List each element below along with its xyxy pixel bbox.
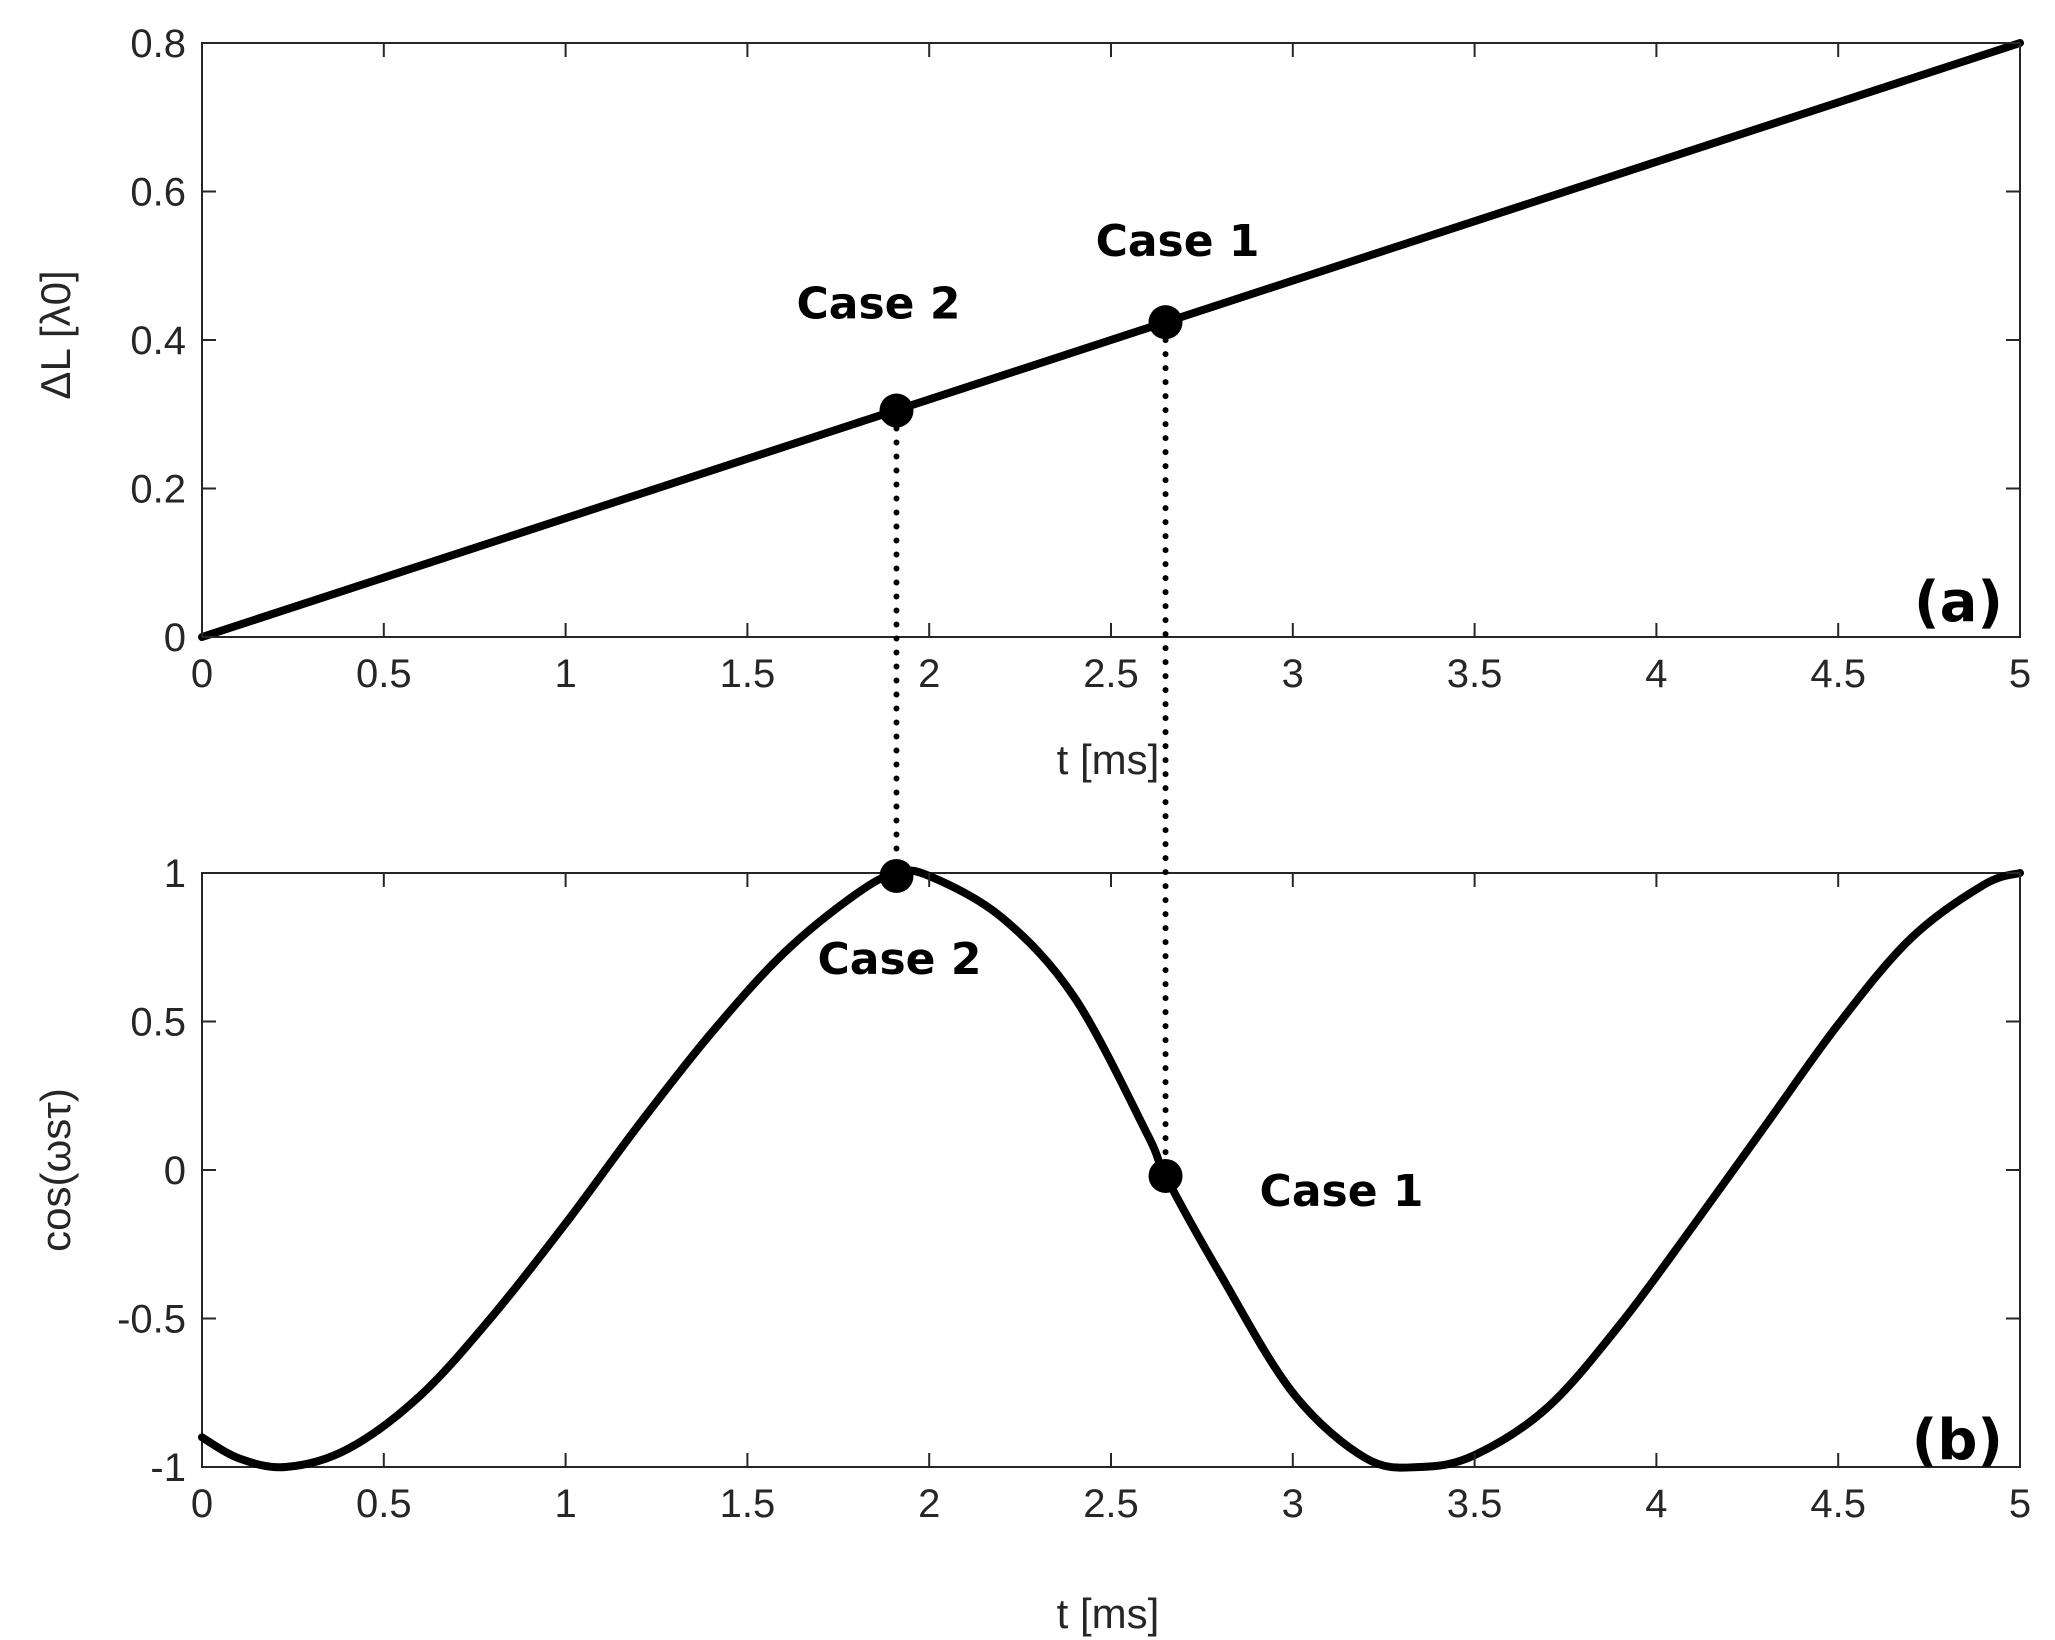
panel-a-ticks: 0 0.5 1 1.5 2 2.5 3 3.5 4 4.5 5 0 0.2 0.4 0.6 0.8 [130, 22, 2031, 696]
panel-b-plot-area: Case 2 Case 1 [198, 858, 2024, 1472]
panel-a-x-tick-label: 0.5 [356, 652, 412, 696]
panel-b-label: (b) [1912, 1408, 2003, 1473]
panel-a-annotation-case-1: Case 1 [1096, 216, 1260, 267]
panel-a-x-tick-label: 3 [1282, 652, 1304, 696]
panel-a-plot-area: Case 2 Case 1 [198, 39, 2024, 641]
panel-b-marker-case-2 [879, 858, 914, 893]
panel-a-x-tick-label: 2 [918, 652, 940, 696]
panel-b-axes-box [201, 872, 2021, 1468]
panel-a-x-tick-label: 5 [2009, 652, 2031, 696]
panel-b-x-tick-label: 4.5 [1810, 1482, 1866, 1526]
panel-b-x-tick-label: 5 [2009, 1482, 2031, 1526]
panel-a-marker-case-1 [1148, 305, 1183, 340]
panel-b-x-tick-label: 1.5 [720, 1482, 776, 1526]
panel-a-x-tick-label: 1.5 [720, 652, 776, 696]
case-connectors [893, 337, 1169, 1161]
panel-a-label: (a) [1914, 570, 2003, 635]
panel-a-y-axis-label: ΔL [λ0] [32, 270, 79, 399]
panel-a-y-tick-label: 0.6 [130, 171, 186, 215]
panel-b-x-tick-label: 0.5 [356, 1482, 412, 1526]
panel-b: Case 2 Case 1 0 0.5 1 1.5 2 2.5 3 3.5 4 4.5 5 -1 -0.5… [32, 852, 2031, 1637]
panel-b-annotation-case-1: Case 1 [1260, 1166, 1424, 1217]
panel-a-marker-case-2 [879, 393, 914, 428]
panel-b-x-tick-label: 2.5 [1083, 1482, 1139, 1526]
panel-b-y-tick-label: 0.5 [130, 1001, 186, 1045]
panel-b-x-tick-label: 3 [1282, 1482, 1304, 1526]
panel-a-y-tick-label: 0 [164, 616, 186, 660]
panel-a-x-tick-label: 2.5 [1083, 652, 1139, 696]
panel-b-y-axis-label: cos(ωsτ) [32, 1088, 79, 1252]
panel-b-series-line [198, 866, 2024, 1472]
panel-b-x-tick-label: 3.5 [1447, 1482, 1503, 1526]
panel-b-y-tick-label: 0 [164, 1149, 186, 1193]
panel-b-y-tick-label: -1 [150, 1446, 186, 1490]
panel-a-x-tick-label: 3.5 [1447, 652, 1503, 696]
panel-b-annotation-case-2: Case 2 [817, 934, 981, 985]
panel-a-x-tick-label: 1 [554, 652, 576, 696]
panel-b-y-tick-label: 1 [164, 852, 186, 896]
panel-b-y-tick-label: -0.5 [117, 1298, 186, 1342]
panel-a-x-tick-label: 4 [1645, 652, 1667, 696]
panel-b-x-tick-label: 2 [918, 1482, 940, 1526]
panel-a-x-tick-label: 4.5 [1810, 652, 1866, 696]
panel-b-marker-case-1 [1148, 1158, 1183, 1193]
panel-a-annotation-case-2: Case 2 [796, 279, 960, 330]
panel-a-y-tick-label: 0.2 [130, 468, 186, 512]
panel-a: Case 2 Case 1 0 0.5 1 1.5 2 2.5 3 3.5 4 4.5 5 0 0.2 0.… [32, 22, 2031, 783]
panel-a-x-tick-label: 0 [191, 652, 213, 696]
panel-b-x-axis-label: t [ms] [1057, 1590, 1160, 1637]
panel-b-x-tick-label: 1 [554, 1482, 576, 1526]
panel-a-y-tick-label: 0.4 [130, 319, 186, 363]
panel-b-x-tick-label: 4 [1645, 1482, 1667, 1526]
panel-a-y-tick-label: 0.8 [130, 22, 186, 66]
panel-a-x-axis-label: t [ms] [1057, 736, 1160, 783]
panel-a-series-line [198, 39, 2024, 641]
panel-b-x-tick-label: 0 [191, 1482, 213, 1526]
panel-b-ticks: 0 0.5 1 1.5 2 2.5 3 3.5 4 4.5 5 -1 -0.5 0 0.5 1 [117, 852, 2031, 1526]
